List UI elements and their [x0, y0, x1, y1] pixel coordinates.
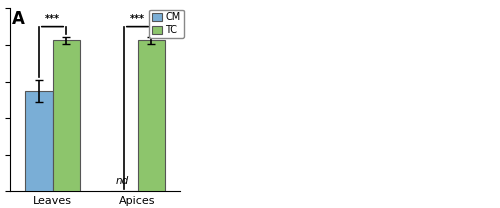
Legend: CM, TC: CM, TC: [149, 10, 184, 38]
Text: ***: ***: [130, 14, 145, 24]
Text: B: B: [191, 8, 202, 22]
Text: nd: nd: [116, 176, 129, 186]
Text: D: D: [192, 114, 203, 128]
Bar: [52, 40, 80, 191]
Text: ***: ***: [45, 14, 60, 24]
Text: C: C: [342, 8, 352, 22]
Bar: [138, 40, 164, 191]
Text: A: A: [12, 10, 24, 28]
Bar: [26, 91, 52, 191]
